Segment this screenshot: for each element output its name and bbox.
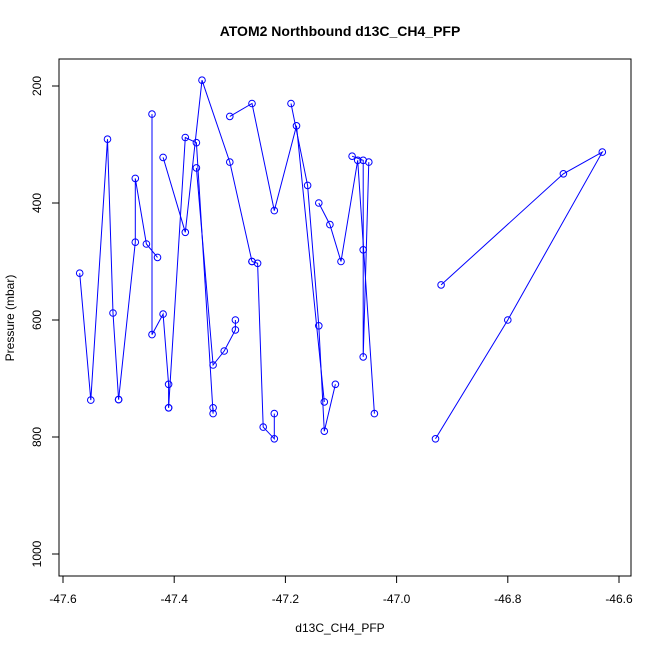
data-point — [142, 240, 151, 248]
data-point — [181, 133, 190, 142]
x-axis: -47.6 -47.4 -47.2 -47.0 -46.8 -46.6 — [49, 575, 633, 606]
data-point — [226, 158, 234, 166]
data-point — [248, 257, 256, 266]
series-line — [162, 80, 253, 262]
y-tick-label: 1000 — [30, 540, 44, 567]
data-point — [259, 423, 268, 431]
data-point — [209, 409, 217, 418]
data-point — [315, 322, 323, 330]
series-line — [318, 160, 375, 414]
series-line — [118, 178, 158, 400]
data-point — [148, 330, 156, 339]
data-point — [353, 156, 362, 165]
data-point — [359, 353, 368, 361]
data-point — [209, 404, 217, 412]
plot-frame — [58, 58, 632, 577]
series-line — [79, 139, 120, 401]
data-point — [365, 158, 373, 166]
series-line — [290, 103, 336, 432]
x-tick-label: -47.6 — [49, 592, 77, 606]
series-line — [151, 114, 170, 408]
data-point — [253, 259, 262, 268]
data-point — [320, 398, 329, 406]
data-point — [198, 76, 206, 84]
series-layer — [75, 76, 607, 443]
data-point — [287, 99, 295, 108]
data-point — [226, 112, 234, 121]
data-point — [315, 199, 323, 207]
y-tick-label: 800 — [30, 427, 44, 447]
series-line — [195, 167, 236, 367]
x-tick-label: -46.6 — [605, 592, 633, 606]
data-point — [431, 435, 440, 443]
x-tick-label: -47.0 — [383, 592, 411, 606]
data-point — [159, 310, 167, 318]
data-point — [270, 409, 279, 418]
series-line — [168, 136, 214, 414]
chart-title: ATOM2 Northbound d13C_CH4_PFP — [220, 23, 461, 39]
data-point — [164, 380, 173, 389]
data-point — [231, 326, 240, 334]
data-point — [220, 347, 228, 355]
data-point — [103, 135, 112, 143]
y-axis-title: Pressure (mbar) — [3, 275, 17, 362]
data-point — [337, 257, 345, 266]
data-point — [181, 228, 190, 237]
data-point — [192, 138, 201, 147]
data-point — [231, 316, 240, 324]
data-point — [437, 281, 445, 289]
data-point — [303, 181, 312, 190]
x-tick-label: -47.4 — [161, 592, 189, 606]
series-line — [251, 261, 275, 441]
y-tick-label: 600 — [30, 310, 44, 330]
series-line — [435, 150, 604, 440]
y-tick-label: 200 — [30, 76, 44, 96]
data-point — [209, 361, 217, 369]
data-point — [192, 164, 201, 172]
y-axis: 200 400 600 800 1000 — [30, 76, 60, 567]
data-point — [159, 153, 167, 162]
data-point — [320, 427, 329, 436]
data-point — [359, 246, 368, 254]
data-point — [153, 253, 162, 262]
data-point — [270, 206, 279, 215]
x-tick-label: -47.2 — [272, 592, 300, 606]
data-point — [270, 435, 279, 443]
x-axis-title: d13C_CH4_PFP — [295, 621, 384, 635]
data-point — [131, 238, 140, 246]
data-point — [148, 110, 156, 118]
x-tick-label: -46.8 — [494, 592, 522, 606]
data-point — [114, 395, 123, 404]
data-point — [87, 396, 95, 404]
series-line — [351, 155, 370, 357]
data-point — [348, 152, 356, 160]
data-point — [109, 309, 117, 317]
data-point — [164, 404, 173, 412]
data-point — [598, 148, 607, 156]
data-point — [131, 174, 140, 183]
y-tick-label: 400 — [30, 193, 44, 213]
data-point — [248, 99, 256, 108]
data-point — [559, 170, 568, 178]
data-point — [504, 316, 512, 324]
data-point — [75, 269, 84, 278]
data-point — [359, 156, 368, 165]
series-line — [229, 102, 325, 402]
data-point — [326, 220, 334, 229]
data-point — [370, 409, 379, 418]
data-point — [331, 380, 340, 389]
